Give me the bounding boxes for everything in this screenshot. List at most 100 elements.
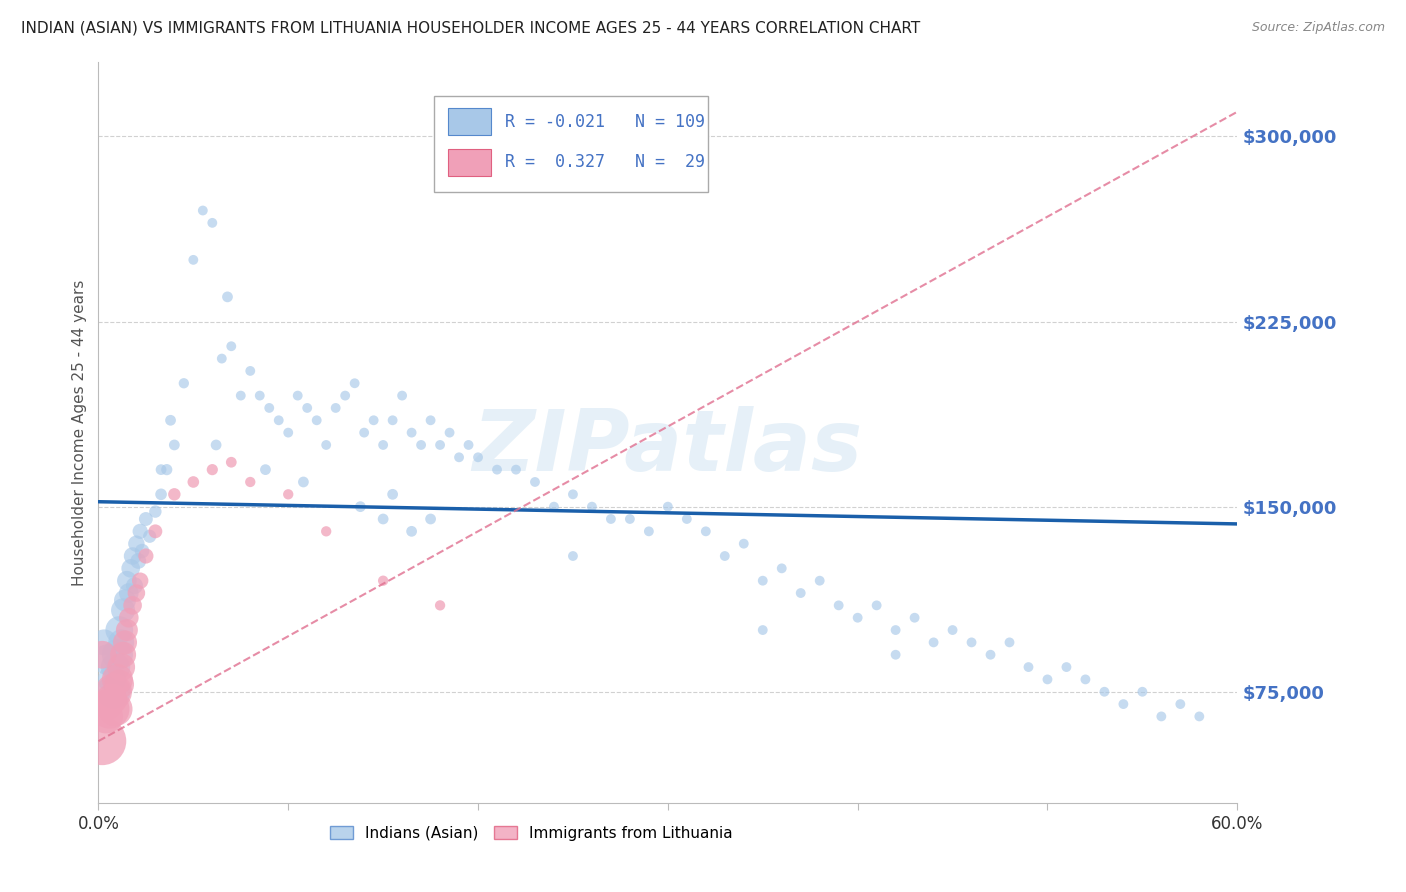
Point	[1132, 685, 1154, 699]
Point	[1056, 660, 1078, 674]
Point	[884, 648, 907, 662]
Point	[562, 487, 585, 501]
Point	[619, 512, 641, 526]
Point	[411, 438, 433, 452]
Point	[752, 623, 775, 637]
Point	[277, 425, 299, 440]
Point	[325, 401, 347, 415]
Point	[93, 635, 115, 649]
Point	[733, 536, 755, 550]
Point	[183, 475, 205, 489]
Point	[752, 574, 775, 588]
Point	[467, 450, 489, 465]
Point	[1112, 697, 1135, 711]
Point	[391, 389, 413, 403]
Point	[866, 599, 889, 613]
Point	[191, 203, 214, 218]
Point	[942, 623, 965, 637]
Point	[159, 413, 181, 427]
Point	[103, 685, 125, 699]
Point	[163, 487, 186, 501]
Point	[363, 413, 385, 427]
Text: R =  0.327   N =  29: R = 0.327 N = 29	[505, 153, 704, 171]
Point	[979, 648, 1001, 662]
Point	[457, 438, 479, 452]
Point	[305, 413, 328, 427]
Point	[277, 487, 299, 501]
Point	[156, 462, 179, 476]
Point	[125, 536, 148, 550]
Point	[381, 487, 404, 501]
Point	[114, 593, 136, 607]
Point	[884, 623, 907, 637]
Point	[449, 450, 471, 465]
Point	[183, 252, 205, 267]
Point	[129, 524, 152, 539]
Point	[118, 611, 141, 625]
Point	[205, 438, 228, 452]
FancyBboxPatch shape	[434, 95, 707, 192]
Point	[135, 512, 157, 526]
Point	[335, 389, 357, 403]
Point	[121, 549, 143, 563]
Point	[114, 635, 136, 649]
Point	[201, 462, 224, 476]
Point	[127, 554, 149, 568]
Point	[922, 635, 945, 649]
Y-axis label: Householder Income Ages 25 - 44 years: Householder Income Ages 25 - 44 years	[72, 279, 87, 586]
Point	[131, 544, 153, 558]
Point	[173, 376, 195, 391]
Point	[419, 512, 441, 526]
Point	[124, 579, 146, 593]
Point	[419, 413, 441, 427]
Text: Source: ZipAtlas.com: Source: ZipAtlas.com	[1251, 21, 1385, 34]
Point	[103, 685, 125, 699]
Point	[145, 505, 167, 519]
Point	[229, 389, 252, 403]
Point	[267, 413, 290, 427]
Point	[714, 549, 737, 563]
Point	[125, 586, 148, 600]
Point	[1036, 673, 1059, 687]
Point	[163, 438, 186, 452]
Point	[439, 425, 461, 440]
Point	[401, 425, 423, 440]
Point	[110, 635, 132, 649]
Point	[108, 623, 131, 637]
Point	[524, 475, 547, 489]
Point	[91, 648, 114, 662]
Point	[600, 512, 623, 526]
Point	[259, 401, 281, 415]
Point	[638, 524, 661, 539]
Point	[371, 574, 394, 588]
Point	[297, 401, 319, 415]
Point	[107, 648, 129, 662]
Point	[287, 389, 309, 403]
Point	[108, 677, 131, 691]
Point	[371, 512, 394, 526]
Point	[221, 339, 243, 353]
Point	[1188, 709, 1211, 723]
Point	[118, 586, 141, 600]
Point	[292, 475, 315, 489]
Point	[315, 524, 337, 539]
Point	[201, 216, 224, 230]
Point	[343, 376, 366, 391]
Point	[828, 599, 851, 613]
Point	[239, 364, 262, 378]
Point	[129, 574, 152, 588]
Legend: Indians (Asian), Immigrants from Lithuania: Indians (Asian), Immigrants from Lithuan…	[323, 820, 738, 847]
Point	[150, 487, 173, 501]
Point	[562, 549, 585, 563]
Point	[239, 475, 262, 489]
Point	[1150, 709, 1173, 723]
Point	[91, 734, 114, 748]
Point	[254, 462, 277, 476]
Point	[1018, 660, 1040, 674]
Text: ZIPatlas: ZIPatlas	[472, 406, 863, 489]
Point	[770, 561, 793, 575]
Point	[98, 702, 121, 716]
Point	[104, 702, 127, 716]
Point	[695, 524, 717, 539]
Point	[97, 653, 120, 667]
